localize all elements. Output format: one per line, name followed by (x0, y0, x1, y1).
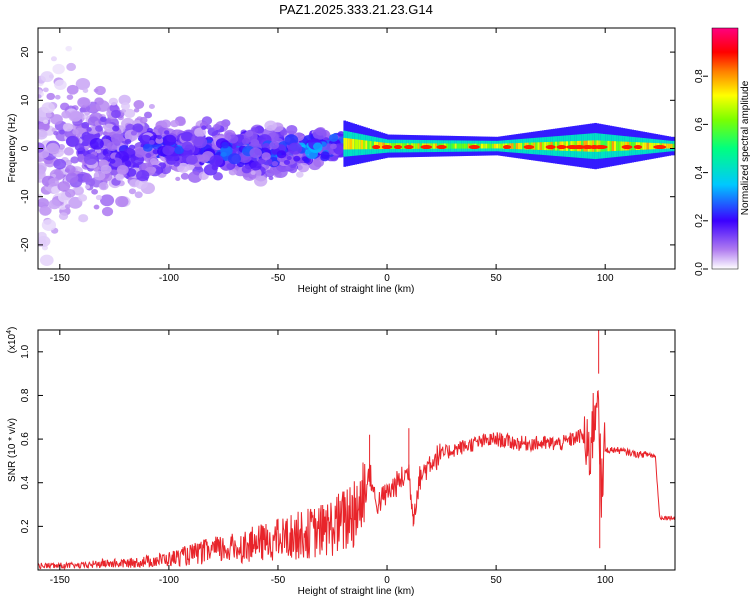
snr-multiplier-close: ) (7, 327, 18, 330)
snr-x-tick-label: 50 (491, 575, 503, 586)
spectrogram-y-ticks: 20 10 0 -10 -20 (20, 46, 675, 252)
snr-x-tick-label: 100 (597, 575, 614, 586)
colorbar: 0.0 0.2 0.4 0.6 0.8 Normalized spectral ampl… (694, 27, 750, 276)
spectrogram-heatmap (38, 45, 675, 266)
spectrogram-y-tick-label: -10 (20, 189, 31, 204)
colorbar-ticks: 0.0 0.2 0.4 0.6 0.8 (694, 69, 708, 276)
snr-y-tick-label: 1.0 (20, 344, 31, 358)
spectrogram-x-tick-label: 50 (491, 273, 503, 284)
snr-y-tick-label: 0.2 (20, 519, 31, 533)
snr-x-tick-label: -150 (50, 575, 70, 586)
spectrogram-x-label: Height of straight line (km) (298, 284, 415, 295)
colorbar-label: Normalized spectral amplitude (740, 80, 750, 215)
snr-x-tick-label: -50 (271, 575, 286, 586)
svg-text:(x104): (x104) (6, 327, 18, 354)
snr-y-ticks: 0.2 0.4 0.6 0.8 1.0 (20, 344, 675, 533)
spectrogram-x-ticks: -150 -100 -50 0 50 100 (50, 28, 614, 284)
snr-x-tick-label: 0 (384, 575, 390, 586)
spectrogram-y-tick-label: 10 (20, 94, 31, 106)
snr-y-tick-label: 0.6 (20, 432, 31, 446)
spectrogram-x-tick-label: -150 (50, 273, 70, 284)
snr-frame (37, 329, 676, 571)
colorbar-scale (711, 27, 739, 270)
spectrogram-y-label: Frequency (Hz) (7, 114, 18, 183)
spectrogram-x-tick-label: 100 (597, 273, 614, 284)
snr-panel: -150 -100 -50 0 50 100 0.2 0.4 0.6 0.8 1.0 Height… (6, 327, 676, 597)
snr-series-line (38, 389, 675, 570)
snr-y-label: SNR (10 * v/v) (7, 418, 18, 482)
snr-y-tick-label: 0.8 (20, 388, 31, 402)
spectrogram-y-tick-label: -20 (20, 237, 31, 252)
snr-x-label: Height of straight line (km) (298, 586, 415, 597)
snr-y-tick-label: 0.4 (20, 475, 31, 489)
spectrogram-x-tick-label: -100 (159, 273, 179, 284)
spectrogram-x-tick-label: 0 (384, 273, 390, 284)
colorbar-tick-label: 0.0 (694, 262, 705, 276)
spectrogram-y-tick-label: 0 (20, 145, 31, 151)
spectrogram-y-tick-label: 20 (20, 46, 31, 58)
snr-multiplier-exp: 4 (6, 330, 13, 334)
spectrogram-x-tick-label: -50 (271, 273, 286, 284)
snr-x-ticks: -150 -100 -50 0 50 100 (50, 330, 614, 586)
colorbar-tick-label: 0.2 (694, 213, 705, 227)
colorbar-tick-label: 0.6 (694, 117, 705, 131)
colorbar-tick-label: 0.8 (694, 69, 705, 83)
colorbar-tick-label: 0.4 (694, 165, 705, 179)
snr-x-tick-label: -100 (159, 575, 179, 586)
chart-title: PAZ1.2025.333.21.23.G14 (279, 2, 433, 17)
snr-multiplier: (x10 (7, 333, 18, 353)
